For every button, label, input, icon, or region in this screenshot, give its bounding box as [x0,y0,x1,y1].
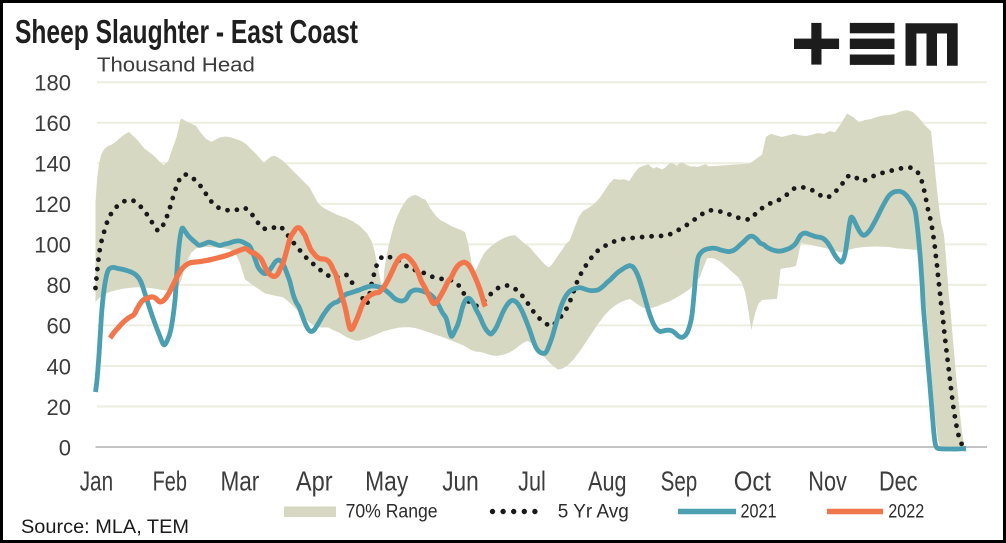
svg-text:5 Yr Avg: 5 Yr Avg [558,501,629,522]
svg-text:120: 120 [34,192,71,217]
svg-text:70% Range: 70% Range [346,501,438,522]
svg-text:Aug: Aug [588,466,627,497]
svg-text:140: 140 [34,152,71,177]
svg-text:Jun: Jun [442,466,479,497]
svg-text:20: 20 [47,395,71,420]
svg-text:0: 0 [59,435,71,460]
svg-text:Jan: Jan [80,466,113,497]
svg-text:160: 160 [34,111,71,136]
svg-text:Sep: Sep [661,466,698,497]
svg-text:Oct: Oct [734,466,772,497]
svg-text:Jul: Jul [518,466,546,497]
svg-text:Nov: Nov [808,466,847,497]
svg-text:May: May [365,466,408,497]
svg-text:2022: 2022 [888,501,924,522]
svg-text:Thousand Head: Thousand Head [97,54,255,77]
svg-text:80: 80 [47,273,71,298]
svg-text:Dec: Dec [879,466,918,497]
svg-text:Sheep Slaughter - East Coast: Sheep Slaughter - East Coast [15,13,358,50]
svg-text:180: 180 [34,71,71,96]
svg-text:Source: MLA, TEM: Source: MLA, TEM [21,516,189,538]
svg-text:100: 100 [34,233,71,258]
svg-text:60: 60 [47,314,71,339]
svg-text:2021: 2021 [741,501,777,522]
svg-text:Feb: Feb [153,466,187,497]
svg-text:40: 40 [47,354,71,379]
svg-text:Apr: Apr [296,466,333,497]
svg-text:Mar: Mar [220,466,259,497]
